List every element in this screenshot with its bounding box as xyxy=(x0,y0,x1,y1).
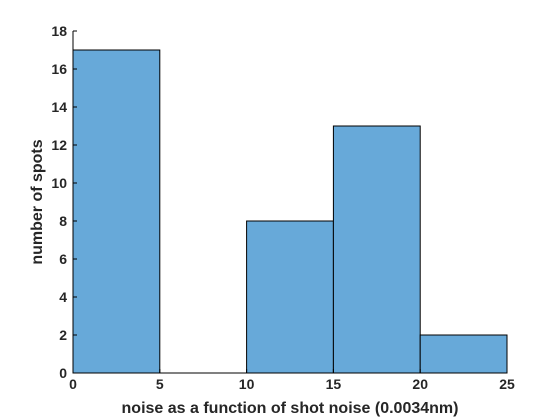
y-tick-label: 12 xyxy=(51,137,67,153)
y-axis-label: number of spots xyxy=(29,139,46,264)
histogram-bar xyxy=(72,49,161,374)
x-axis-label: noise as a function of shot noise (0.003… xyxy=(122,400,459,417)
y-tick-label: 2 xyxy=(59,327,67,343)
y-tick-label: 8 xyxy=(59,213,67,229)
y-tick-label: 6 xyxy=(59,251,67,267)
x-tick-label: 25 xyxy=(499,376,515,392)
x-tick-label: 10 xyxy=(239,376,255,392)
y-tick-label: 14 xyxy=(51,99,67,115)
ticks-group: 0 5 10 15 20 25 0 2 4 6 8 10 12 14 16 18 xyxy=(51,23,515,392)
y-tick-label: 18 xyxy=(51,23,67,39)
x-tick-label: 20 xyxy=(412,376,428,392)
histogram-bar xyxy=(419,334,508,374)
bars-group xyxy=(72,49,508,374)
y-tick-label: 10 xyxy=(51,175,67,191)
x-tick-label: 0 xyxy=(69,376,77,392)
x-tick-label: 5 xyxy=(156,376,164,392)
y-tick-label: 16 xyxy=(51,61,67,77)
x-tick-label: 15 xyxy=(326,376,342,392)
y-tick-label: 4 xyxy=(59,289,67,305)
histogram-bar xyxy=(332,125,421,374)
axes-group xyxy=(72,31,507,374)
y-tick-label: 0 xyxy=(59,365,67,381)
histogram-bar xyxy=(246,220,334,374)
